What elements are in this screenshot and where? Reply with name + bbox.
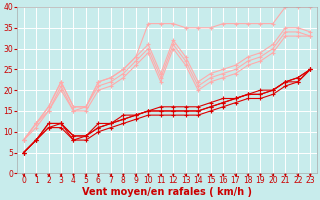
X-axis label: Vent moyen/en rafales ( km/h ): Vent moyen/en rafales ( km/h ) bbox=[82, 187, 252, 197]
